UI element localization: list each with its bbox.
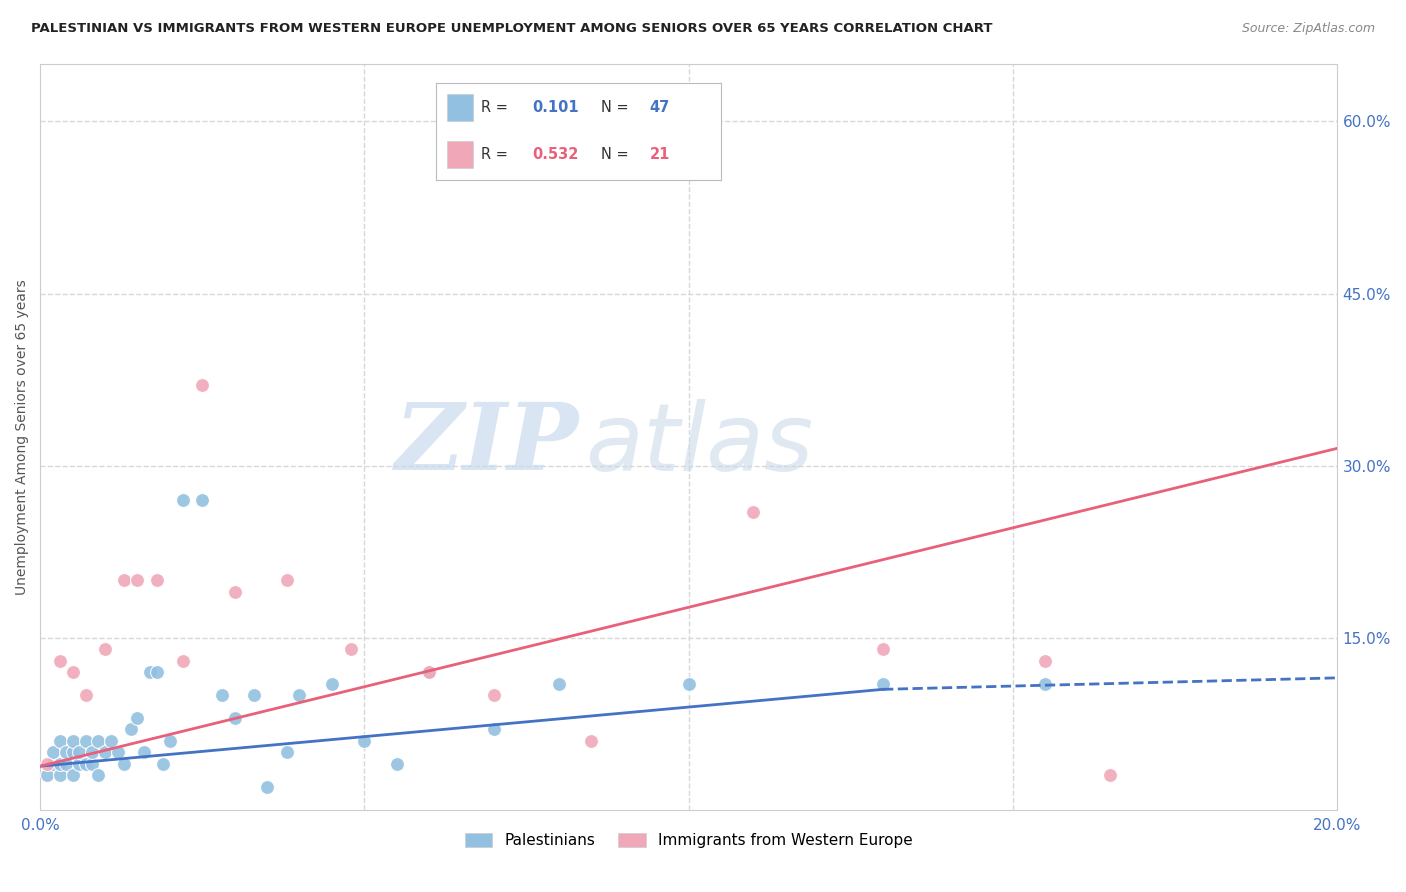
Point xyxy=(321,676,343,690)
Point xyxy=(211,688,233,702)
Point xyxy=(80,756,103,771)
Point xyxy=(112,574,135,588)
Point xyxy=(55,746,77,760)
Point xyxy=(132,746,155,760)
Point xyxy=(152,756,174,771)
Point xyxy=(62,734,84,748)
Point xyxy=(67,746,90,760)
Point xyxy=(418,665,440,680)
Point xyxy=(872,642,894,657)
Y-axis label: Unemployment Among Seniors over 65 years: Unemployment Among Seniors over 65 years xyxy=(15,279,30,595)
Point xyxy=(80,746,103,760)
Point xyxy=(191,493,214,508)
Point xyxy=(112,756,135,771)
Point xyxy=(159,734,181,748)
Point xyxy=(100,734,122,748)
Text: Source: ZipAtlas.com: Source: ZipAtlas.com xyxy=(1241,22,1375,36)
Legend: Palestinians, Immigrants from Western Europe: Palestinians, Immigrants from Western Eu… xyxy=(458,827,918,855)
Point xyxy=(42,746,65,760)
Point xyxy=(678,149,700,163)
Point xyxy=(75,756,97,771)
Point xyxy=(482,688,505,702)
Point xyxy=(62,768,84,782)
Point xyxy=(75,688,97,702)
Text: atlas: atlas xyxy=(585,399,813,490)
Point xyxy=(353,734,375,748)
Point xyxy=(678,676,700,690)
Point xyxy=(482,723,505,737)
Text: PALESTINIAN VS IMMIGRANTS FROM WESTERN EUROPE UNEMPLOYMENT AMONG SENIORS OVER 65: PALESTINIAN VS IMMIGRANTS FROM WESTERN E… xyxy=(31,22,993,36)
Point xyxy=(547,676,569,690)
Point xyxy=(35,756,58,771)
Point xyxy=(288,688,311,702)
Point xyxy=(62,746,84,760)
Point xyxy=(35,768,58,782)
Point xyxy=(1098,768,1121,782)
Point xyxy=(276,746,298,760)
Point xyxy=(1033,676,1056,690)
Point xyxy=(742,504,765,518)
Point xyxy=(48,654,70,668)
Point xyxy=(87,734,110,748)
Point xyxy=(139,665,162,680)
Point xyxy=(48,756,70,771)
Point xyxy=(256,780,278,794)
Point xyxy=(94,642,117,657)
Point xyxy=(385,756,408,771)
Point xyxy=(191,378,214,392)
Point xyxy=(872,676,894,690)
Point xyxy=(581,734,603,748)
Point xyxy=(48,734,70,748)
Point xyxy=(75,734,97,748)
Point xyxy=(172,493,194,508)
Point xyxy=(87,768,110,782)
Point xyxy=(146,665,169,680)
Point xyxy=(55,756,77,771)
Point xyxy=(224,584,246,599)
Point xyxy=(276,574,298,588)
Point xyxy=(340,642,363,657)
Point xyxy=(67,756,90,771)
Point xyxy=(172,654,194,668)
Point xyxy=(48,768,70,782)
Point xyxy=(1033,654,1056,668)
Point xyxy=(120,723,142,737)
Point xyxy=(127,711,149,725)
Point xyxy=(146,574,169,588)
Point xyxy=(107,746,129,760)
Point xyxy=(127,574,149,588)
Text: ZIP: ZIP xyxy=(394,400,578,490)
Point xyxy=(243,688,266,702)
Point xyxy=(224,711,246,725)
Point xyxy=(62,665,84,680)
Point xyxy=(94,746,117,760)
Point xyxy=(418,665,440,680)
Point xyxy=(42,756,65,771)
